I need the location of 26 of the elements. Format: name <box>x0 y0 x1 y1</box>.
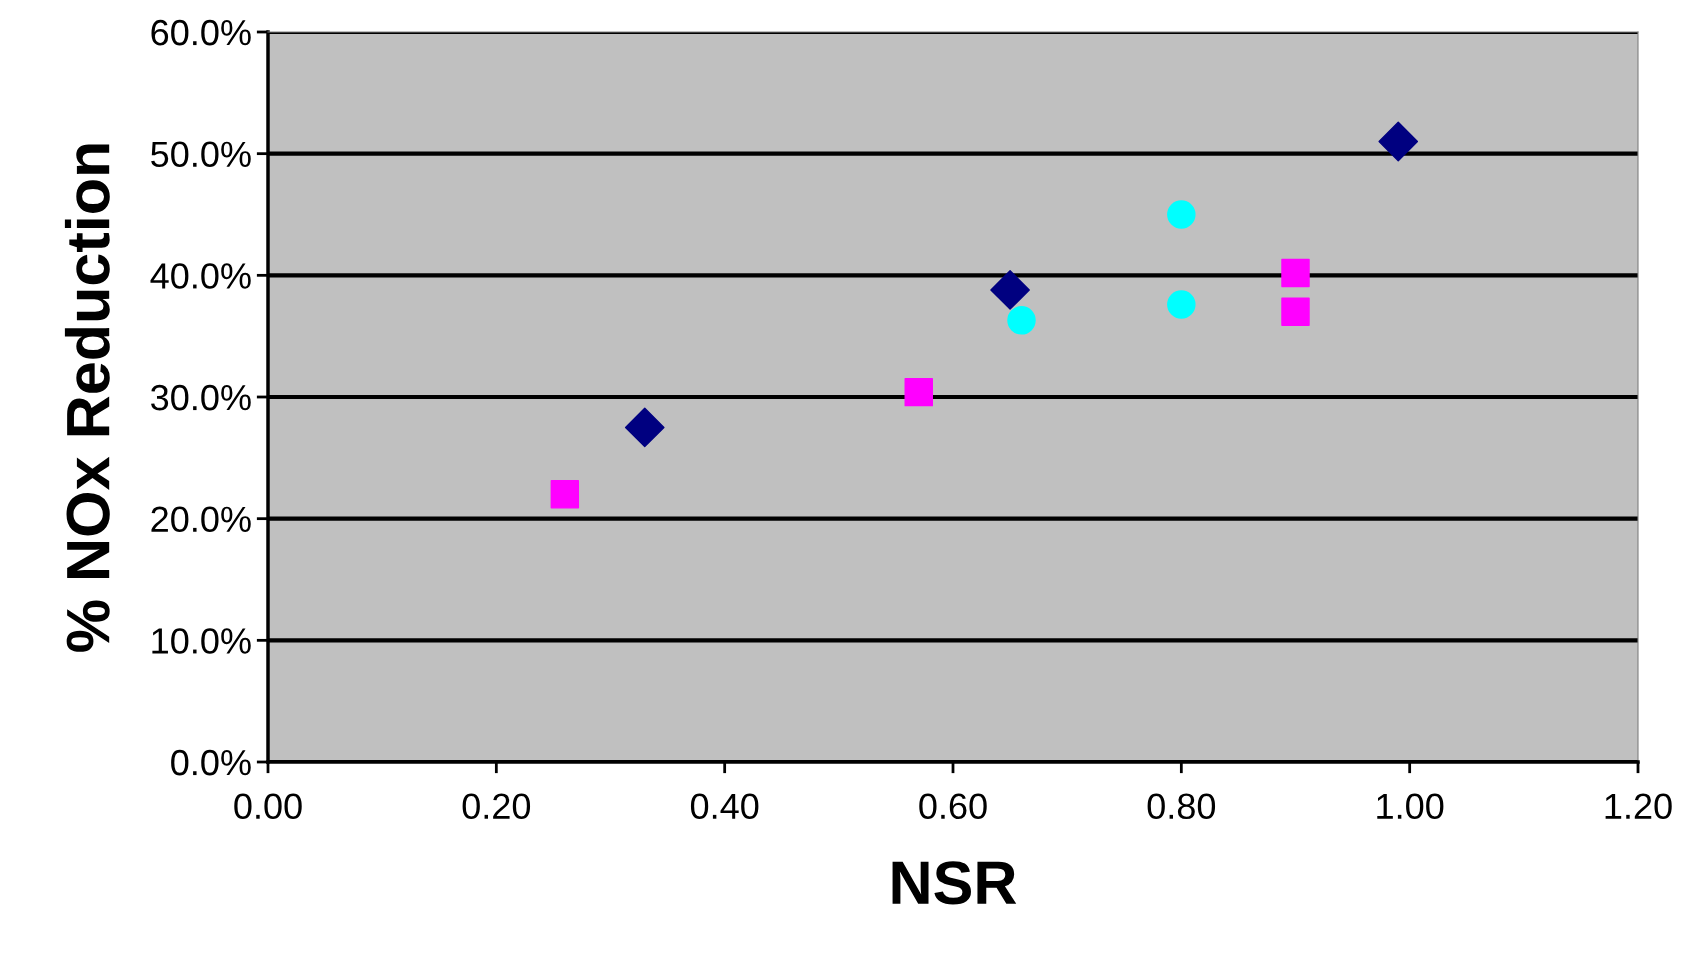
y-tick-label: 50.0% <box>151 141 251 168</box>
y-tick-label: 60.0% <box>151 19 251 46</box>
point <box>904 377 933 407</box>
x-tick-label: 1.20 <box>1605 793 1672 820</box>
x-tick-label: 1.00 <box>1377 793 1444 820</box>
point <box>1007 306 1036 335</box>
x-tick-label: 0.40 <box>690 793 759 820</box>
point <box>990 270 1030 310</box>
y-tick-label: 20.0% <box>151 506 251 533</box>
point <box>1281 297 1310 327</box>
x-tick-label: 0.60 <box>919 793 987 820</box>
point <box>550 480 580 509</box>
y-tick-label: 0.0% <box>171 749 251 776</box>
x-tick-label: 0.20 <box>462 793 531 820</box>
y-tick-label: 10.0% <box>152 628 251 654</box>
x-tick-label: 0.80 <box>1147 793 1216 820</box>
point <box>1378 121 1419 162</box>
y-tick-label: 30.0% <box>151 384 251 411</box>
point <box>1167 200 1196 229</box>
x-tick-label: 0.00 <box>234 793 302 820</box>
y-axis-title: % NOx Reduction <box>64 144 110 652</box>
x-axis-title: NSR <box>892 861 1017 905</box>
point <box>1281 258 1310 288</box>
y-tick-label: 40.0% <box>150 263 251 289</box>
point <box>1167 290 1196 319</box>
point <box>624 407 665 448</box>
